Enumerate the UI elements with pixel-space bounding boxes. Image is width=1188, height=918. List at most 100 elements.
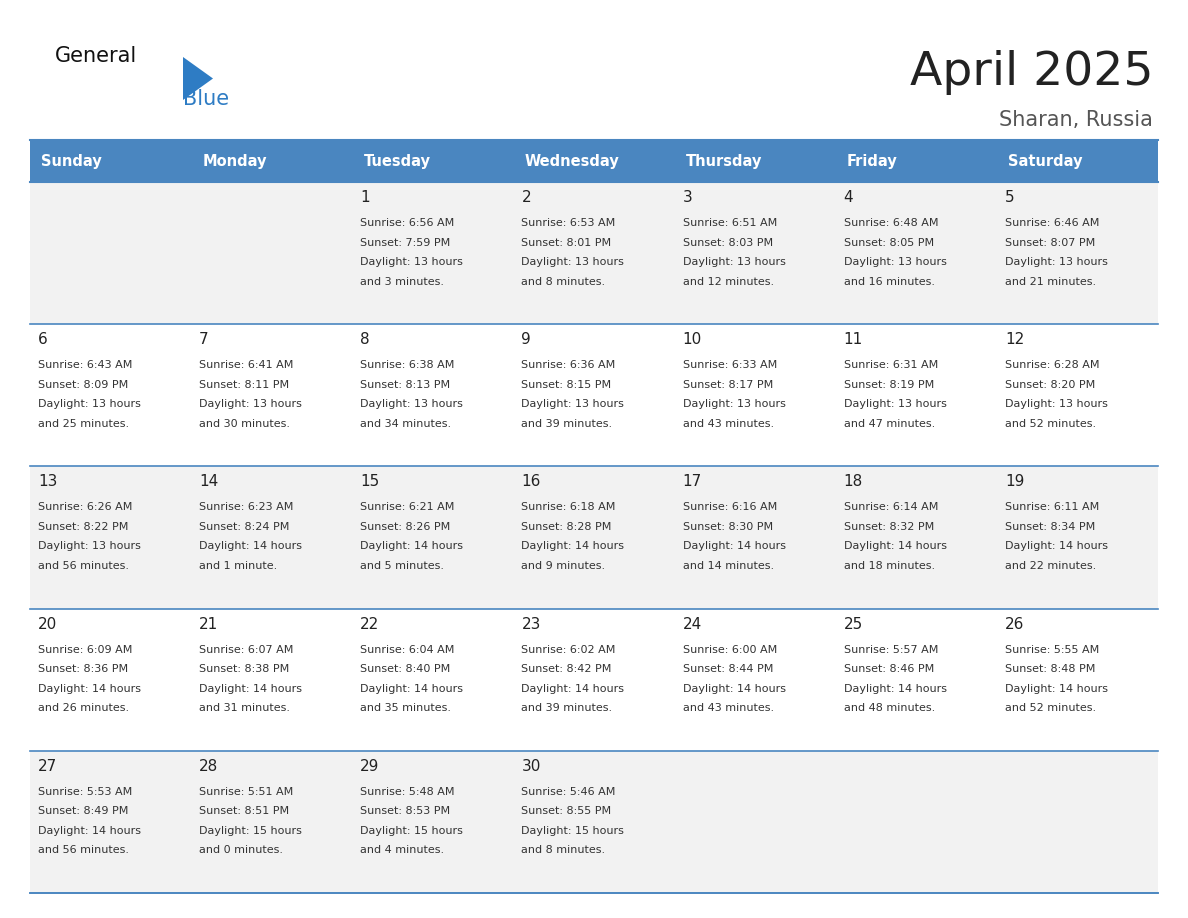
Text: Sunrise: 6:00 AM: Sunrise: 6:00 AM [683,644,777,655]
Text: and 39 minutes.: and 39 minutes. [522,703,613,713]
Text: 28: 28 [200,759,219,774]
Bar [191,609,353,751]
Text: 27: 27 [38,759,57,774]
Text: Sunrise: 6:46 AM: Sunrise: 6:46 AM [1005,218,1099,228]
Text: and 14 minutes.: and 14 minutes. [683,561,773,571]
Text: 5: 5 [1005,190,1015,205]
Text: Daylight: 14 hours: Daylight: 14 hours [360,542,463,552]
Text: Sunrise: 5:51 AM: Sunrise: 5:51 AM [200,787,293,797]
Text: 14: 14 [200,475,219,489]
Text: and 16 minutes.: and 16 minutes. [843,276,935,286]
Text: Sunrise: 6:48 AM: Sunrise: 6:48 AM [843,218,939,228]
Text: and 43 minutes.: and 43 minutes. [683,419,773,429]
Text: Tuesday: Tuesday [364,153,430,169]
Bar [997,751,1158,893]
Text: and 8 minutes.: and 8 minutes. [522,276,606,286]
Text: Daylight: 15 hours: Daylight: 15 hours [200,826,302,835]
Text: Sunset: 8:20 PM: Sunset: 8:20 PM [1005,380,1095,390]
Text: and 26 minutes.: and 26 minutes. [38,703,129,713]
Text: Sunrise: 6:21 AM: Sunrise: 6:21 AM [360,502,455,512]
Text: Daylight: 13 hours: Daylight: 13 hours [843,399,947,409]
Text: 17: 17 [683,475,702,489]
Text: 8: 8 [360,332,369,347]
Text: Sunset: 8:48 PM: Sunset: 8:48 PM [1005,664,1095,674]
Bar [353,140,513,182]
Bar [835,751,997,893]
Text: Sunrise: 6:28 AM: Sunrise: 6:28 AM [1005,360,1099,370]
Bar [997,182,1158,324]
Text: Sunrise: 6:41 AM: Sunrise: 6:41 AM [200,360,293,370]
Text: Sunrise: 6:04 AM: Sunrise: 6:04 AM [360,644,455,655]
Bar [997,466,1158,609]
Text: Daylight: 13 hours: Daylight: 13 hours [38,542,141,552]
Text: and 18 minutes.: and 18 minutes. [843,561,935,571]
Bar [353,609,513,751]
Bar [675,324,835,466]
Text: Blue: Blue [183,89,229,109]
Text: Daylight: 14 hours: Daylight: 14 hours [38,684,141,694]
Text: Daylight: 13 hours: Daylight: 13 hours [843,257,947,267]
Text: Sunset: 8:40 PM: Sunset: 8:40 PM [360,664,450,674]
Bar [513,466,675,609]
Text: Sunset: 8:46 PM: Sunset: 8:46 PM [843,664,934,674]
Text: Sharan, Russia: Sharan, Russia [999,110,1154,130]
Text: 30: 30 [522,759,541,774]
Bar [675,609,835,751]
Bar [997,324,1158,466]
Bar [513,751,675,893]
Text: Sunset: 8:15 PM: Sunset: 8:15 PM [522,380,612,390]
Text: Sunset: 8:09 PM: Sunset: 8:09 PM [38,380,128,390]
Bar [675,466,835,609]
Text: Sunset: 8:17 PM: Sunset: 8:17 PM [683,380,773,390]
Text: Daylight: 14 hours: Daylight: 14 hours [38,826,141,835]
Text: Sunset: 8:49 PM: Sunset: 8:49 PM [38,806,128,816]
Text: Daylight: 13 hours: Daylight: 13 hours [200,399,302,409]
Bar [30,751,191,893]
Text: 21: 21 [200,617,219,632]
Text: Daylight: 13 hours: Daylight: 13 hours [522,399,625,409]
Bar [353,182,513,324]
Text: Sunset: 8:03 PM: Sunset: 8:03 PM [683,238,772,248]
Text: Sunset: 8:22 PM: Sunset: 8:22 PM [38,522,128,532]
Text: Sunset: 8:24 PM: Sunset: 8:24 PM [200,522,290,532]
Text: Daylight: 14 hours: Daylight: 14 hours [843,542,947,552]
Text: Sunset: 8:11 PM: Sunset: 8:11 PM [200,380,289,390]
Text: Daylight: 13 hours: Daylight: 13 hours [38,399,141,409]
Text: 13: 13 [38,475,57,489]
Bar [353,324,513,466]
Text: Sunset: 7:59 PM: Sunset: 7:59 PM [360,238,450,248]
Text: 4: 4 [843,190,853,205]
Bar [30,182,191,324]
Text: Daylight: 14 hours: Daylight: 14 hours [1005,542,1108,552]
Text: Daylight: 13 hours: Daylight: 13 hours [1005,257,1107,267]
Text: 29: 29 [360,759,380,774]
Text: Sunrise: 6:16 AM: Sunrise: 6:16 AM [683,502,777,512]
Text: Sunset: 8:55 PM: Sunset: 8:55 PM [522,806,612,816]
Text: 6: 6 [38,332,48,347]
Text: and 31 minutes.: and 31 minutes. [200,703,290,713]
Bar [353,466,513,609]
Text: Daylight: 15 hours: Daylight: 15 hours [522,826,625,835]
Text: Saturday: Saturday [1009,153,1082,169]
Text: and 48 minutes.: and 48 minutes. [843,703,935,713]
Text: Sunrise: 6:56 AM: Sunrise: 6:56 AM [360,218,455,228]
Text: and 56 minutes.: and 56 minutes. [38,845,129,856]
Bar [30,324,191,466]
Text: 26: 26 [1005,617,1024,632]
Text: Daylight: 13 hours: Daylight: 13 hours [360,257,463,267]
Text: and 35 minutes.: and 35 minutes. [360,703,451,713]
Text: Sunrise: 6:07 AM: Sunrise: 6:07 AM [200,644,293,655]
Bar [191,751,353,893]
Text: Sunrise: 6:43 AM: Sunrise: 6:43 AM [38,360,132,370]
Text: and 56 minutes.: and 56 minutes. [38,561,129,571]
Bar [30,609,191,751]
Text: and 9 minutes.: and 9 minutes. [522,561,606,571]
Bar [675,751,835,893]
Text: Daylight: 13 hours: Daylight: 13 hours [683,257,785,267]
Text: and 21 minutes.: and 21 minutes. [1005,276,1097,286]
Text: 1: 1 [360,190,369,205]
Text: 24: 24 [683,617,702,632]
Text: Daylight: 14 hours: Daylight: 14 hours [200,542,302,552]
Bar [835,324,997,466]
Bar [191,466,353,609]
